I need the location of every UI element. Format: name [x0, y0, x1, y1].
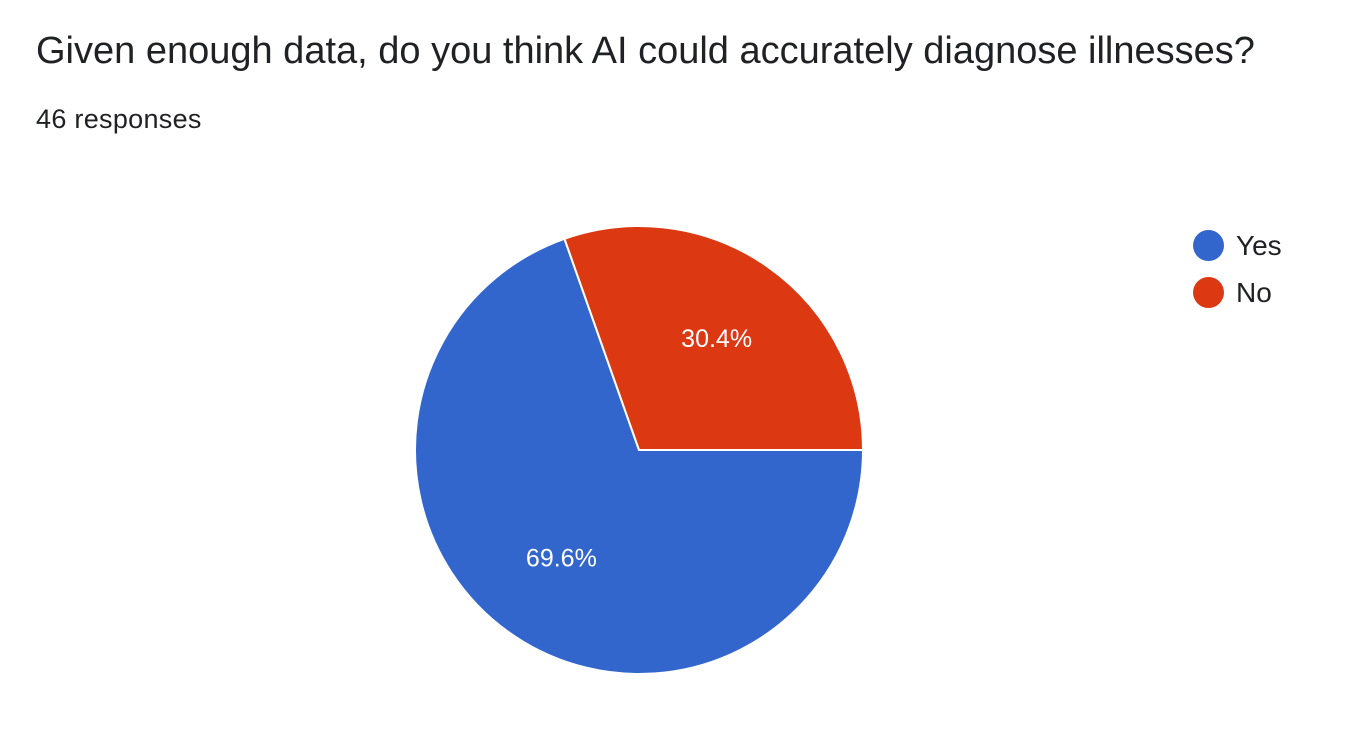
- legend-swatch-yes: [1193, 230, 1224, 261]
- question-title: Given enough data, do you think AI could…: [36, 30, 1255, 72]
- pie-slice-yes[interactable]: [414, 237, 865, 675]
- legend-item-yes[interactable]: Yes: [1193, 222, 1282, 269]
- slice-label-yes: 69.6%: [526, 544, 597, 572]
- legend-label-yes: Yes: [1236, 229, 1282, 261]
- legend-swatch-no: [1193, 277, 1224, 308]
- legend-label-no: No: [1236, 276, 1272, 308]
- pie-slices: [414, 225, 865, 675]
- chart-legend: Yes No: [1193, 222, 1282, 316]
- pie-labels: 69.6% 30.4%: [526, 325, 752, 572]
- slice-label-no: 30.4%: [681, 325, 752, 353]
- legend-item-no[interactable]: No: [1193, 269, 1282, 316]
- response-count: 46 responses: [36, 104, 202, 134]
- pie-slice-no[interactable]: [563, 225, 865, 451]
